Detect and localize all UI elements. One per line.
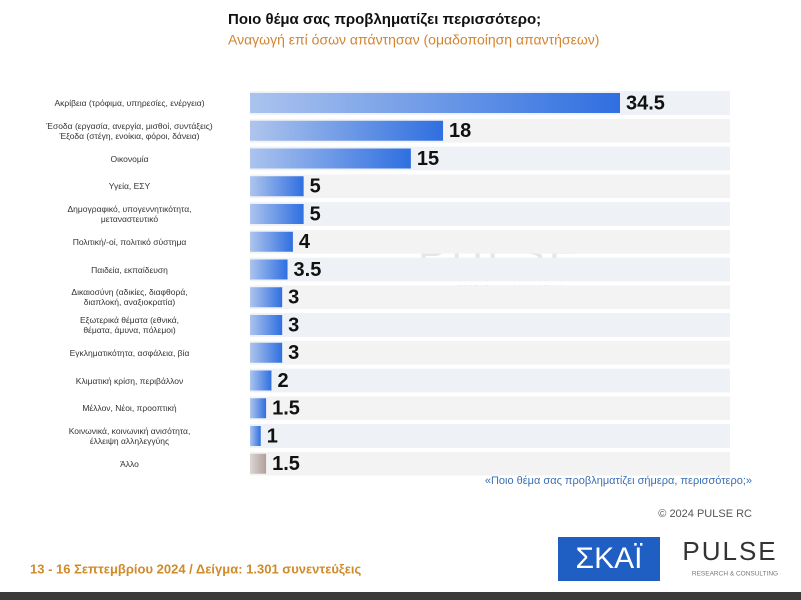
value-label: 4 bbox=[299, 231, 311, 253]
row-band bbox=[250, 396, 730, 421]
category-label: Κοινωνικά, κοινωνική ανισότητα, έλλειψη … bbox=[68, 426, 191, 446]
value-label: 1 bbox=[267, 425, 278, 447]
skai-logo: ΣΚΑΪ bbox=[576, 542, 644, 575]
bar bbox=[250, 426, 261, 446]
value-label: 5 bbox=[310, 176, 321, 198]
value-label: 3.5 bbox=[294, 259, 322, 281]
row-band bbox=[250, 424, 730, 448]
bar bbox=[250, 148, 411, 169]
bar bbox=[250, 231, 293, 252]
value-label: 15 bbox=[417, 148, 439, 170]
category-label: Υγεία, ΕΣΥ bbox=[108, 181, 151, 192]
row-band bbox=[250, 202, 730, 226]
bar bbox=[250, 315, 283, 335]
category-label: Δικαιοσύνη (αδικίες, διαφθορά, διαπλοκή,… bbox=[71, 287, 188, 308]
category-label: Πολιτική/-οί, πολιτικό σύστημα bbox=[72, 236, 187, 247]
value-label: 34.5 bbox=[626, 92, 665, 114]
value-label: 1.5 bbox=[272, 398, 300, 420]
bar bbox=[250, 342, 283, 363]
value-label: 18 bbox=[449, 120, 471, 142]
bar bbox=[250, 93, 620, 113]
category-label: Οικονομία bbox=[110, 153, 149, 164]
category-label: Παιδεία, εκπαίδευση bbox=[91, 264, 168, 275]
bar bbox=[250, 398, 267, 419]
category-label: Ακρίβεια (τρόφιμα, υπηρεσίες, ενέργεια) bbox=[54, 98, 205, 108]
value-label: 5 bbox=[310, 203, 321, 225]
bar bbox=[250, 453, 267, 474]
pulse-logo-sub: RESEARCH & CONSULTING bbox=[692, 571, 778, 578]
bar bbox=[250, 259, 288, 280]
value-label: 2 bbox=[277, 370, 288, 392]
value-label: 3 bbox=[288, 342, 299, 364]
row-band bbox=[250, 340, 730, 365]
category-label: Κλιματική κρίση, περιβάλλον bbox=[75, 375, 184, 386]
row-band bbox=[250, 257, 730, 282]
value-label: 3 bbox=[288, 287, 299, 309]
row-band bbox=[250, 285, 730, 310]
chart-subtitle: Αναγωγή επί όσων απάντησαν (ομαδοποίηση … bbox=[228, 32, 599, 48]
source: © 2024 PULSE RC bbox=[658, 508, 752, 520]
note: «Ποιο θέμα σας προβληματίζει σήμερα, περ… bbox=[485, 475, 752, 487]
category-label: Άλλο bbox=[120, 458, 139, 469]
row-band bbox=[250, 229, 730, 254]
skai-logo-bg bbox=[558, 537, 660, 581]
category-label: Μέλλον, Νέοι, προοπτική bbox=[82, 403, 177, 414]
value-label: 1.5 bbox=[272, 453, 300, 475]
bar bbox=[250, 204, 304, 224]
bar bbox=[250, 176, 304, 197]
pulse-logo: PULSE bbox=[682, 536, 777, 566]
category-label: Εξωτερικά θέματα (εθνικά, θέματα, άμυνα,… bbox=[79, 315, 180, 335]
bar bbox=[250, 370, 272, 391]
category-label: Δημογραφικό, υπογεννητικότητα, μεταναστε… bbox=[67, 204, 192, 224]
category-label: Εγκληματικότητα, ασφάλεια, βία bbox=[69, 347, 190, 358]
footer: 13 - 16 Σεπτεμβρίου 2024 / Δείγμα: 1.301… bbox=[30, 561, 361, 576]
bar bbox=[250, 287, 283, 308]
row-band bbox=[250, 368, 730, 393]
category-label: Έσοδα (εργασία, ανεργία, μισθοί, συντάξε… bbox=[46, 120, 213, 141]
row-band bbox=[250, 313, 730, 337]
value-label: 3 bbox=[288, 314, 299, 336]
bar bbox=[250, 120, 444, 141]
row-band bbox=[250, 451, 730, 476]
bottom-band bbox=[0, 592, 801, 600]
chart-title: Ποιο θέμα σας προβληματίζει περισσότερο; bbox=[228, 11, 541, 28]
row-band bbox=[250, 174, 730, 199]
